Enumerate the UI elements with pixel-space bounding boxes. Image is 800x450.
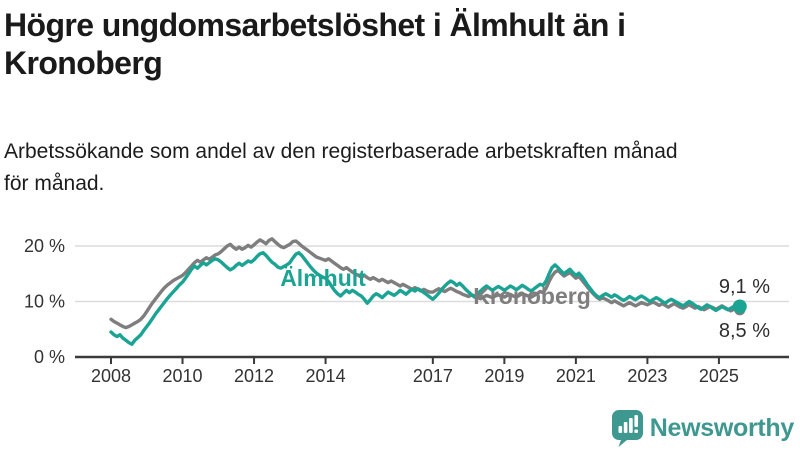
series-label-kronoberg: Kronoberg (473, 283, 591, 309)
y-axis-labels: 0 % 10 % 20 % (24, 236, 65, 367)
x-axis-tick-label: 2017 (413, 366, 453, 386)
y-axis-tick-label: 20 % (24, 236, 65, 256)
x-axis-tick-label: 2025 (699, 366, 739, 386)
series-label-almhult: Älmhult (280, 265, 366, 291)
x-axis-tick-label: 2021 (556, 366, 596, 386)
x-axis-ticks (110, 357, 720, 364)
end-dots (732, 299, 747, 316)
x-axis-tick-label: 2010 (162, 366, 202, 386)
unemployment-line-chart: 0 % 10 % 20 % 2008 2010 2012 2014 2017 2019 2021… (24, 236, 789, 386)
series-line-kronoberg (109, 237, 742, 330)
y-axis-tick-label: 0 % (34, 347, 65, 367)
series-lines (109, 237, 742, 346)
x-axis-labels: 2008 2010 2012 2014 2017 2019 2021 2023 2025 (91, 366, 739, 386)
x-axis-tick-label: 2019 (484, 366, 524, 386)
x-axis-tick-label: 2023 (627, 366, 667, 386)
chart-subtitle: Arbetssökande som andel av den registerb… (4, 140, 678, 195)
y-axis-tick-label: 10 % (24, 292, 65, 312)
x-axis-tick-label: 2008 (91, 366, 131, 386)
newsworthy-bubble-chart-icon (611, 409, 643, 447)
series-line-älmhult (109, 251, 742, 346)
newsworthy-logo: Newsworthy (611, 409, 795, 447)
end-value-kronoberg: 8,5 % (719, 320, 770, 342)
end-dot-älmhult (732, 299, 747, 314)
end-value-almhult: 9,1 % (719, 276, 770, 298)
x-axis-tick-label: 2014 (306, 366, 346, 386)
newsworthy-brand-text: Newsworthy (649, 413, 795, 442)
chart-title: Högre ungdomsarbetslöshet i Älmhult än i… (4, 7, 626, 81)
x-axis-tick-label: 2012 (234, 366, 274, 386)
